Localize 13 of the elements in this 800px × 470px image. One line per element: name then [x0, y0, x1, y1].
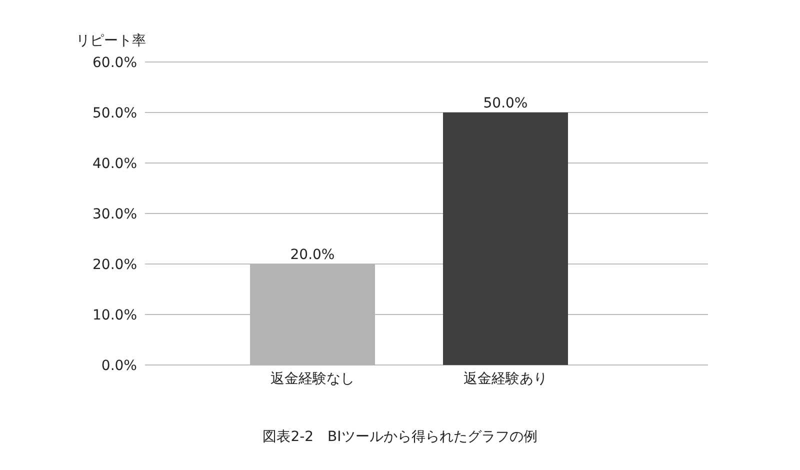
text: 図表2-2 BIツールから得られたグラフの例 — [262, 428, 538, 446]
y-tick-label: 10.0% — [92, 307, 137, 324]
y-tick-label: 60.0% — [92, 54, 137, 71]
y-tick-label: 0.0% — [101, 358, 137, 374]
data-label: 50.0% — [483, 96, 528, 112]
data-label: 20.0% — [290, 247, 335, 263]
y-tick-label: 20.0% — [92, 256, 137, 273]
x-tick-label: 返金経験あり — [464, 370, 548, 387]
x-tick-label: 返金経験なし — [270, 370, 354, 387]
y-tick-label: 50.0% — [92, 105, 137, 122]
y-tick-label: 40.0% — [92, 156, 137, 172]
y-tick-label: 30.0% — [92, 206, 137, 222]
y-axis-title: リピート率 — [76, 32, 146, 50]
